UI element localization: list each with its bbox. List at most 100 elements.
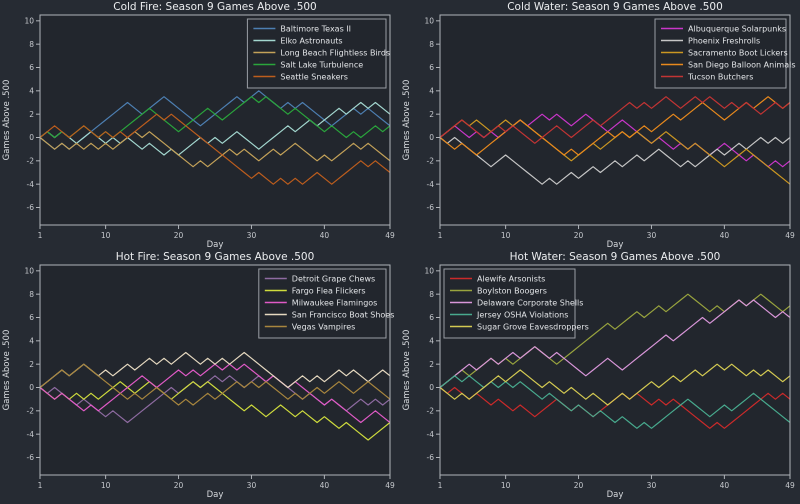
y-tick-label: -6	[427, 203, 435, 212]
legend-label: Delaware Corporate Shells	[477, 298, 583, 307]
x-tick-label: 40	[320, 231, 330, 240]
x-tick-label: 10	[501, 231, 511, 240]
chart-cold-fire: -6 -4 -2 0 2 4 6 8 10 1 10 20 30 40 49 Cold Fire: Seaso…	[0, 0, 400, 250]
y-axis-label: Games Above .500	[2, 330, 12, 411]
plot-spines	[439, 264, 791, 476]
y-tick-label: 4	[429, 336, 434, 345]
y-tick-label: 6	[429, 63, 434, 72]
x-tick-label: 30	[647, 481, 657, 490]
x-tick-label: 49	[385, 481, 395, 490]
legend-label: San Diego Balloon Animals	[688, 60, 796, 69]
y-tick-label: 0	[429, 133, 434, 142]
x-tick-label: 40	[720, 231, 730, 240]
y-tick-label: 10	[24, 16, 34, 25]
series-line-san-diego-balloon-animals	[439, 96, 791, 156]
x-tick-label: 10	[101, 231, 111, 240]
y-tick-label: 8	[29, 290, 34, 299]
y-tick-label: 0	[29, 383, 34, 392]
legend-label: Boylston Boogers	[477, 286, 547, 295]
chart-cold-water-svg: -6 -4 -2 0 2 4 6 8 10 1 10 20 30 40 49 Cold Water: Seas…	[400, 0, 800, 250]
y-tick-label: 6	[29, 313, 34, 322]
y-axis-label: Games Above .500	[2, 80, 12, 161]
legend-label: Elko Astronauts	[280, 36, 342, 45]
y-tick-label: 2	[29, 360, 34, 369]
x-axis-label: Day	[207, 490, 224, 500]
chart-cold-fire-svg: -6 -4 -2 0 2 4 6 8 10 1 10 20 30 40 49 Cold Fire: Seaso…	[0, 0, 400, 250]
legend-box	[443, 268, 576, 339]
y-tick-label: -4	[27, 430, 35, 439]
y-tick-label: -4	[27, 180, 35, 189]
y-tick-label: -2	[427, 406, 435, 415]
y-tick-label: 2	[29, 110, 34, 119]
plot-spines	[39, 14, 391, 226]
x-tick-label: 30	[247, 231, 257, 240]
y-tick-label: 8	[429, 290, 434, 299]
x-axis-label: Day	[607, 490, 624, 500]
chart-cold-water: -6 -4 -2 0 2 4 6 8 10 1 10 20 30 40 49 Cold Water: Seas…	[400, 0, 800, 250]
y-tick-label: 10	[424, 266, 434, 275]
x-axis-label: Day	[607, 240, 624, 250]
y-tick-label: 4	[429, 86, 434, 95]
x-tick-label: 1	[38, 231, 43, 240]
legend-label: Albuquerque Solarpunks	[688, 24, 786, 33]
series-line-jersey-osha-violations	[439, 375, 791, 429]
series-line-sugar-grove-eavesdroppers	[439, 363, 791, 406]
y-tick-label: 4	[29, 86, 34, 95]
x-tick-label: 10	[101, 481, 111, 490]
series-line-long-beach-flightless-birds	[39, 131, 391, 168]
legend: Detroit Grape Chews Fargo Flea Flickers Mi…	[258, 268, 394, 339]
chart-title: Hot Water: Season 9 Games Above .500	[510, 251, 721, 263]
y-tick-label: 4	[29, 336, 34, 345]
x-tick-label: 49	[785, 231, 795, 240]
x-tick-label: 30	[647, 231, 657, 240]
x-tick-label: 1	[38, 481, 43, 490]
chart-hot-fire-svg: -6 -4 -2 0 2 4 6 8 10 1 10 20 30 40 49 Hot Fire: Season…	[0, 250, 400, 500]
legend-label: Alewife Arsonists	[477, 274, 545, 283]
y-tick-label: 2	[429, 360, 434, 369]
y-tick-label: 6	[429, 313, 434, 322]
series-line-seattle-sneakers	[39, 113, 391, 185]
x-tick-label: 20	[174, 231, 184, 240]
legend-label: Vegas Vampires	[292, 322, 356, 331]
chart-title: Cold Water: Season 9 Games Above .500	[507, 1, 723, 13]
x-tick-label: 20	[574, 481, 584, 490]
chart-title: Cold Fire: Season 9 Games Above .500	[113, 1, 316, 13]
x-axis-label: Day	[207, 240, 224, 250]
chart-hot-water-svg: -6 -4 -2 0 2 4 6 8 10 1 10 20 30 40 49 Hot Water: Seaso…	[400, 250, 800, 500]
legend: Baltimore Texas II Elko Astronauts Long Be…	[246, 18, 390, 89]
legend: Albuquerque Solarpunks Phoenix Freshrolls…	[654, 18, 796, 89]
x-tick-label: 49	[385, 231, 395, 240]
y-tick-label: -6	[427, 453, 435, 462]
legend-label: Tucson Butchers	[687, 72, 753, 81]
x-tick-label: 49	[785, 481, 795, 490]
y-tick-label: 8	[429, 40, 434, 49]
plot-spines	[439, 14, 791, 226]
y-tick-label: -4	[427, 180, 435, 189]
y-tick-label: 2	[429, 110, 434, 119]
legend-label: Milwaukee Flamingos	[292, 298, 378, 307]
y-axis-label: Games Above .500	[402, 330, 412, 411]
y-tick-label: -4	[427, 430, 435, 439]
y-tick-label: 0	[29, 133, 34, 142]
x-tick-label: 1	[438, 481, 443, 490]
legend-label: Jersey OSHA Violations	[476, 310, 568, 319]
y-tick-label: -2	[27, 406, 35, 415]
x-tick-label: 1	[438, 231, 443, 240]
legend-label: Phoenix Freshrolls	[688, 36, 760, 45]
y-tick-label: -6	[27, 203, 35, 212]
legend: Alewife Arsonists Boylston Boogers Delawar…	[443, 268, 589, 339]
y-tick-label: 10	[424, 16, 434, 25]
legend-label: Seattle Sneakers	[280, 72, 348, 81]
series-line-vegas-vampires	[39, 363, 391, 406]
legend-label: Salt Lake Turbulence	[280, 60, 363, 69]
y-axis-label: Games Above .500	[402, 80, 412, 161]
legend-label: Detroit Grape Chews	[292, 274, 375, 283]
y-tick-label: 8	[29, 40, 34, 49]
legend-label: Sugar Grove Eavesdroppers	[477, 322, 589, 331]
legend-label: Sacramento Boot Lickers	[688, 48, 788, 57]
x-tick-label: 30	[247, 481, 257, 490]
y-tick-label: 6	[29, 63, 34, 72]
y-tick-label: -2	[427, 156, 435, 165]
y-tick-label: -2	[27, 156, 35, 165]
